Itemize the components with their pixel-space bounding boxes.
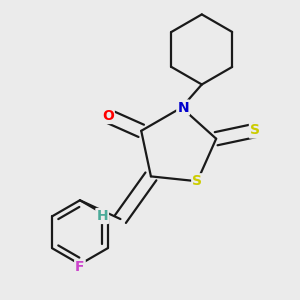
Text: N: N: [177, 100, 189, 115]
Text: H: H: [96, 209, 108, 223]
Text: S: S: [250, 124, 260, 137]
Text: F: F: [75, 260, 85, 274]
Text: O: O: [102, 109, 114, 123]
Text: S: S: [192, 174, 202, 188]
